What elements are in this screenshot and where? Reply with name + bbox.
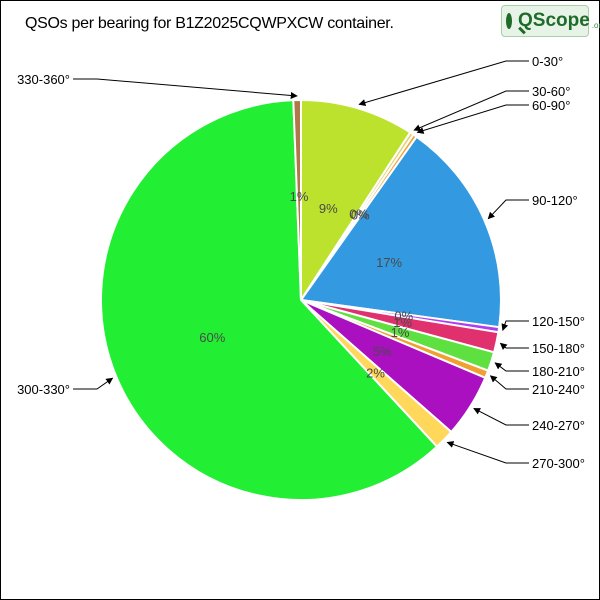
- slice-pct-label: 0%: [349, 206, 368, 221]
- callout-label-270-300: 270-300°: [532, 456, 585, 471]
- callout-line: [501, 320, 529, 331]
- callout-line: [73, 377, 114, 390]
- chart-title: QSOs per bearing for B1Z2025CQWPXCW cont…: [25, 15, 394, 32]
- slice-pct-label: 1%: [393, 315, 412, 330]
- callout-line: [499, 342, 529, 350]
- logo-wordmark: QScope: [518, 10, 590, 31]
- slice-pct-label: 1%: [290, 189, 309, 204]
- callout-line: [358, 60, 529, 106]
- pie-slice-330-360[interactable]: [292, 98, 302, 301]
- slice-pct-label: 9%: [319, 201, 338, 216]
- callout-label-0-30: 0-30°: [532, 54, 563, 69]
- callout-label-60-90: 60-90°: [532, 98, 570, 113]
- callout-line: [487, 199, 529, 220]
- callout-line: [473, 407, 529, 426]
- magnifier-icon: [506, 13, 512, 29]
- slice-pct-label: 1%: [391, 325, 410, 340]
- slice-pct-label: 60%: [199, 330, 225, 345]
- callout-line: [494, 362, 529, 372]
- slice-pct-label: 17%: [376, 255, 402, 270]
- callout-label-300-330: 300-330°: [17, 382, 70, 397]
- callout-line: [489, 375, 529, 390]
- callout-label-180-210: 180-210°: [532, 364, 585, 379]
- slice-pct-label: 0%: [351, 208, 370, 223]
- callout-label-330-360: 330-360°: [17, 72, 70, 87]
- pie-slice-90-120[interactable]: [299, 135, 502, 329]
- pie-slice-0-30[interactable]: [300, 98, 412, 304]
- callout-label-30-60: 30-60°: [532, 84, 570, 99]
- callout-label-210-240: 210-240°: [532, 382, 585, 397]
- slice-pct-label: 5%: [373, 344, 392, 359]
- logo-suffix: .org: [591, 20, 600, 30]
- callout-label-120-150: 120-150°: [532, 314, 585, 329]
- callout-line: [446, 441, 529, 464]
- slice-pct-label: 2%: [366, 366, 385, 381]
- callout-label-90-120: 90-120°: [532, 193, 578, 208]
- callout-label-150-180: 150-180°: [532, 341, 585, 356]
- callout-label-240-270: 240-270°: [532, 418, 585, 433]
- callout-line: [73, 78, 298, 99]
- qscope-logo[interactable]: QScope .org: [501, 5, 600, 37]
- callout-line: [413, 90, 529, 131]
- callout-line: [416, 104, 529, 134]
- pie-slice-300-330[interactable]: [100, 99, 439, 501]
- slice-pct-label: 0%: [394, 309, 413, 324]
